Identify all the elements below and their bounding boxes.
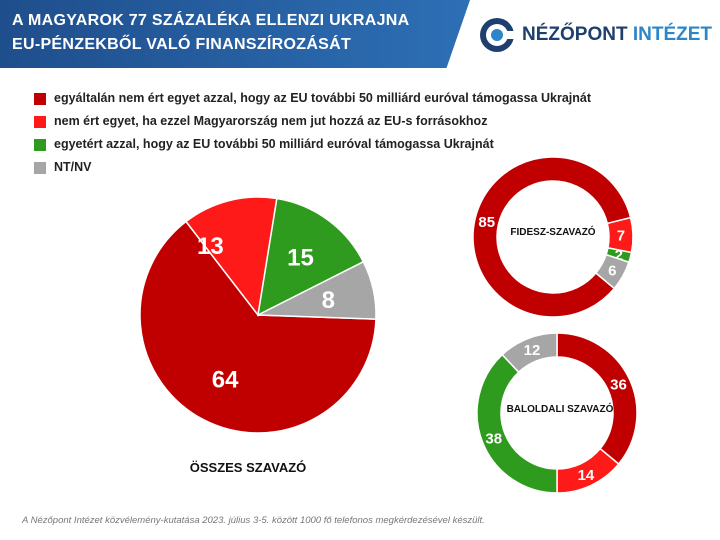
pie-slice — [257, 197, 365, 317]
legend-label: nem ért egyet, ha ezzel Magyarország nem… — [54, 114, 488, 128]
logo: NÉZŐPONT INTÉZET — [478, 14, 718, 58]
data-label: 2 — [615, 247, 623, 264]
pie-slice — [184, 196, 278, 317]
chart-title: BALOLDALI SZAVAZÓ — [507, 402, 614, 415]
data-label: 8 — [322, 287, 335, 314]
data-label: 7 — [617, 228, 625, 245]
title-band — [0, 0, 470, 68]
data-label: 85 — [478, 214, 495, 231]
legend-swatch — [34, 139, 46, 151]
footnote: A Nézőpont Intézet közvélemény-kutatása … — [22, 515, 485, 526]
data-label: 14 — [578, 467, 595, 484]
legend-swatch — [34, 116, 46, 128]
title-line-1: A MAGYAROK 77 SZÁZALÉKA ELLENZI UKRAJNA — [12, 12, 410, 29]
pie-slice — [476, 353, 558, 494]
legend-label: NT/NV — [54, 160, 92, 174]
data-label: 15 — [287, 245, 314, 272]
data-label: 38 — [485, 430, 502, 447]
pie-slice — [594, 253, 630, 290]
chart-title: ÖSSZES SZAVAZÓ — [190, 460, 307, 475]
logo-text-part1: NÉZŐPONT — [522, 24, 628, 45]
title-line-2: EU-PÉNZEKBŐL VALÓ FINANSZÍROZÁSÁT — [12, 36, 352, 53]
pie-slice — [472, 156, 632, 318]
legend-label: egyetért azzal, hogy az EU további 50 mi… — [54, 137, 494, 151]
logo-mark-icon — [480, 18, 516, 52]
logo-text: NÉZŐPONT INTÉZET — [522, 24, 712, 46]
chart-title: FIDESZ-SZAVAZÓ — [510, 225, 595, 238]
logo-text-part2: INTÉZET — [632, 24, 713, 45]
pie-slice — [257, 260, 377, 320]
pie-slice — [556, 332, 638, 466]
data-label: 13 — [197, 233, 224, 260]
data-label: 64 — [212, 367, 239, 394]
legend-swatch — [34, 162, 46, 174]
data-label: 12 — [524, 342, 541, 359]
header-banner: A MAGYAROK 77 SZÁZALÉKA ELLENZI UKRAJNA … — [0, 0, 720, 70]
pie-slice — [139, 220, 377, 434]
data-label: 36 — [610, 376, 627, 393]
legend-label: egyáltalán nem ért egyet azzal, hogy az … — [54, 91, 591, 105]
legend-swatch — [34, 93, 46, 105]
pie-slice — [501, 332, 558, 374]
data-label: 6 — [608, 263, 616, 280]
